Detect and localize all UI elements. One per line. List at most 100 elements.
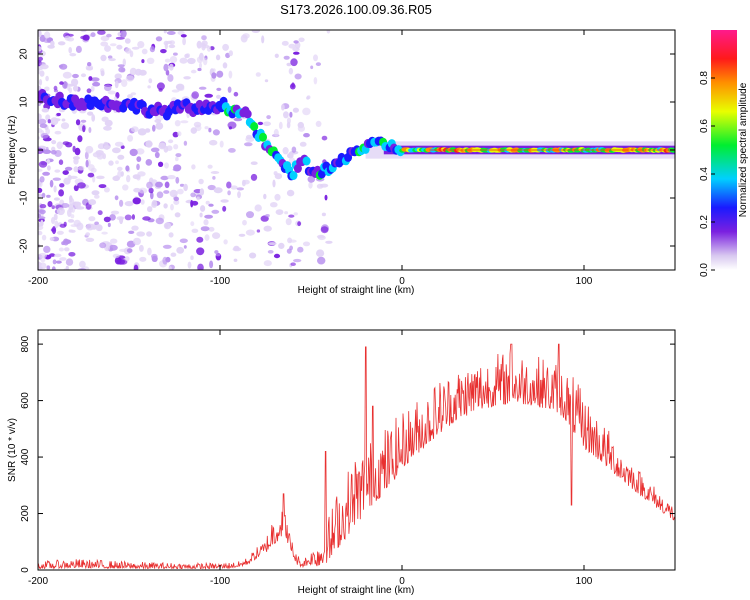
spectrogram-noise-blob <box>212 176 216 180</box>
spectrogram-noise-blob <box>216 94 221 99</box>
spectrogram-noise-blob <box>160 49 167 54</box>
spectrogram-noise-blob <box>325 240 333 244</box>
spectrogram-noise-blob <box>199 188 205 196</box>
spectrogram-noise-blob <box>315 120 322 127</box>
spectrogram-noise-blob <box>160 175 169 181</box>
spectrogram-noise-blob <box>85 223 94 231</box>
spectrogram-noise-blob <box>70 214 75 219</box>
spectrogram-noise-blob <box>261 35 265 44</box>
spectrogram-noise-blob <box>141 48 148 55</box>
spectrogram-noise-blob <box>182 37 187 46</box>
spectrogram-noise-blob <box>179 183 185 187</box>
spectrogram-noise-blob <box>38 160 48 168</box>
spectrogram-noise-blob <box>201 35 207 41</box>
spectrogram-noise-blob <box>273 171 278 176</box>
spectrogram-noise-blob <box>61 203 70 208</box>
spectrogram-noise-blob <box>198 86 207 90</box>
spectrogram-noise-blob <box>155 181 163 188</box>
spectrogram-noise-blob <box>177 30 185 35</box>
spectrogram-noise-blob <box>174 212 181 218</box>
spectrogram-noise-blob <box>39 176 45 183</box>
spectrogram-noise-blob <box>84 151 89 160</box>
spectrogram-noise-blob <box>146 231 153 237</box>
spectrogram-noise-blob <box>56 112 61 117</box>
spectrogram-noise-blob <box>117 166 123 171</box>
spectrogram-noise-blob <box>154 151 160 159</box>
spectrogram-ytick-label: 0 <box>19 147 30 153</box>
spectrogram-ytick-label: 10 <box>19 96 30 108</box>
spectrogram-noise-blob <box>41 234 47 241</box>
spectrogram-noise-blob <box>166 31 176 35</box>
spectrogram-noise-blob <box>212 129 220 136</box>
spectrogram-noise-blob <box>44 86 50 92</box>
spectrogram-noise-blob <box>200 205 206 212</box>
spectrogram-noise-blob <box>97 210 103 216</box>
spectrogram-noise-blob <box>238 233 246 237</box>
spectrogram-noise-blob <box>191 91 199 99</box>
spectrogram-noise-blob <box>107 222 111 228</box>
spectrogram-noise-blob <box>95 150 104 156</box>
spectrogram-noise-blob <box>58 159 64 165</box>
spectrogram-noise-blob <box>62 170 69 176</box>
spectrogram-noise-blob <box>167 74 174 82</box>
spectrogram-noise-blob <box>179 57 188 64</box>
spectrogram-noise-blob <box>78 165 85 171</box>
spectrogram-noise-blob <box>251 30 260 33</box>
spectrogram-xlabel: Height of straight line (km) <box>298 285 415 296</box>
spectrogram-noise-blob <box>114 174 119 181</box>
spectrogram-noise-blob <box>191 228 199 233</box>
spectrogram-noise-blob <box>291 146 297 153</box>
spectrogram-noise-blob <box>122 58 127 67</box>
spectrogram-noise-blob <box>64 35 71 41</box>
spectrogram-noise-blob <box>45 114 51 121</box>
spectrogram-noise-blob <box>86 66 93 71</box>
snr-ytick-label: 400 <box>20 448 31 465</box>
spectrogram-noise-blob <box>112 147 121 154</box>
spectrogram-noise-blob <box>106 33 112 38</box>
spectrogram-noise-blob <box>114 141 124 147</box>
spectrogram-noise-blob <box>293 258 302 263</box>
spectrogram-noise-blob <box>38 182 41 187</box>
spectrogram-noise-blob <box>80 30 87 33</box>
spectrogram-noise-blob <box>74 147 81 156</box>
spectrogram-noise-blob <box>196 196 200 201</box>
spectrogram-noise-blob <box>172 131 179 138</box>
spectrogram-noise-blob <box>297 221 301 227</box>
spectrogram-noise-blob <box>147 247 152 256</box>
spectrogram-noise-blob <box>214 250 219 254</box>
spectrogram-noise-blob <box>283 55 290 60</box>
spectrogram-noise-blob <box>145 140 153 148</box>
spectrogram-noise-blob <box>97 30 106 35</box>
spectrogram-noise-blob <box>171 89 180 93</box>
spectrogram-noise-blob <box>82 125 86 133</box>
spectrogram-noise-blob <box>46 194 51 198</box>
spectrogram-noise-blob <box>119 199 124 207</box>
spectrogram-noise-blob <box>90 167 97 173</box>
spectrogram-noise-blob <box>170 252 177 257</box>
spectrogram-noise-blob <box>223 239 228 245</box>
spectrogram-noise-blob <box>116 44 123 50</box>
spectrogram-noise-blob <box>206 45 212 52</box>
spectrogram-noise-blob <box>133 264 139 270</box>
spectrogram-noise-blob <box>110 43 117 47</box>
spectrogram-noise-blob <box>47 119 51 124</box>
spectrogram-noise-blob <box>169 56 178 63</box>
spectrogram-noise-blob <box>173 196 179 202</box>
spectrogram-noise-blob <box>67 219 75 223</box>
spectrogram-noise-blob <box>100 35 110 42</box>
spectrogram-noise-blob <box>91 114 96 122</box>
spectrogram-noise-blob <box>40 255 46 263</box>
spectrogram-noise-blob <box>228 70 233 79</box>
spectrogram-noise-blob <box>139 244 144 252</box>
spectrogram-noise-blob <box>151 199 158 208</box>
spectrogram-noise-blob <box>205 200 210 205</box>
spectrogram-noise-blob <box>209 260 214 269</box>
spectrogram-noise-blob <box>42 171 50 176</box>
spectrogram-noise-blob <box>38 261 41 267</box>
spectrogram-signal-blob <box>302 156 311 166</box>
spectrogram-noise-blob <box>148 187 154 194</box>
spectrogram-noise-blob <box>216 70 224 78</box>
spectrogram-noise-blob <box>175 156 179 162</box>
spectrogram-noise-blob <box>129 67 137 76</box>
spectrogram-noise-blob <box>68 252 76 257</box>
